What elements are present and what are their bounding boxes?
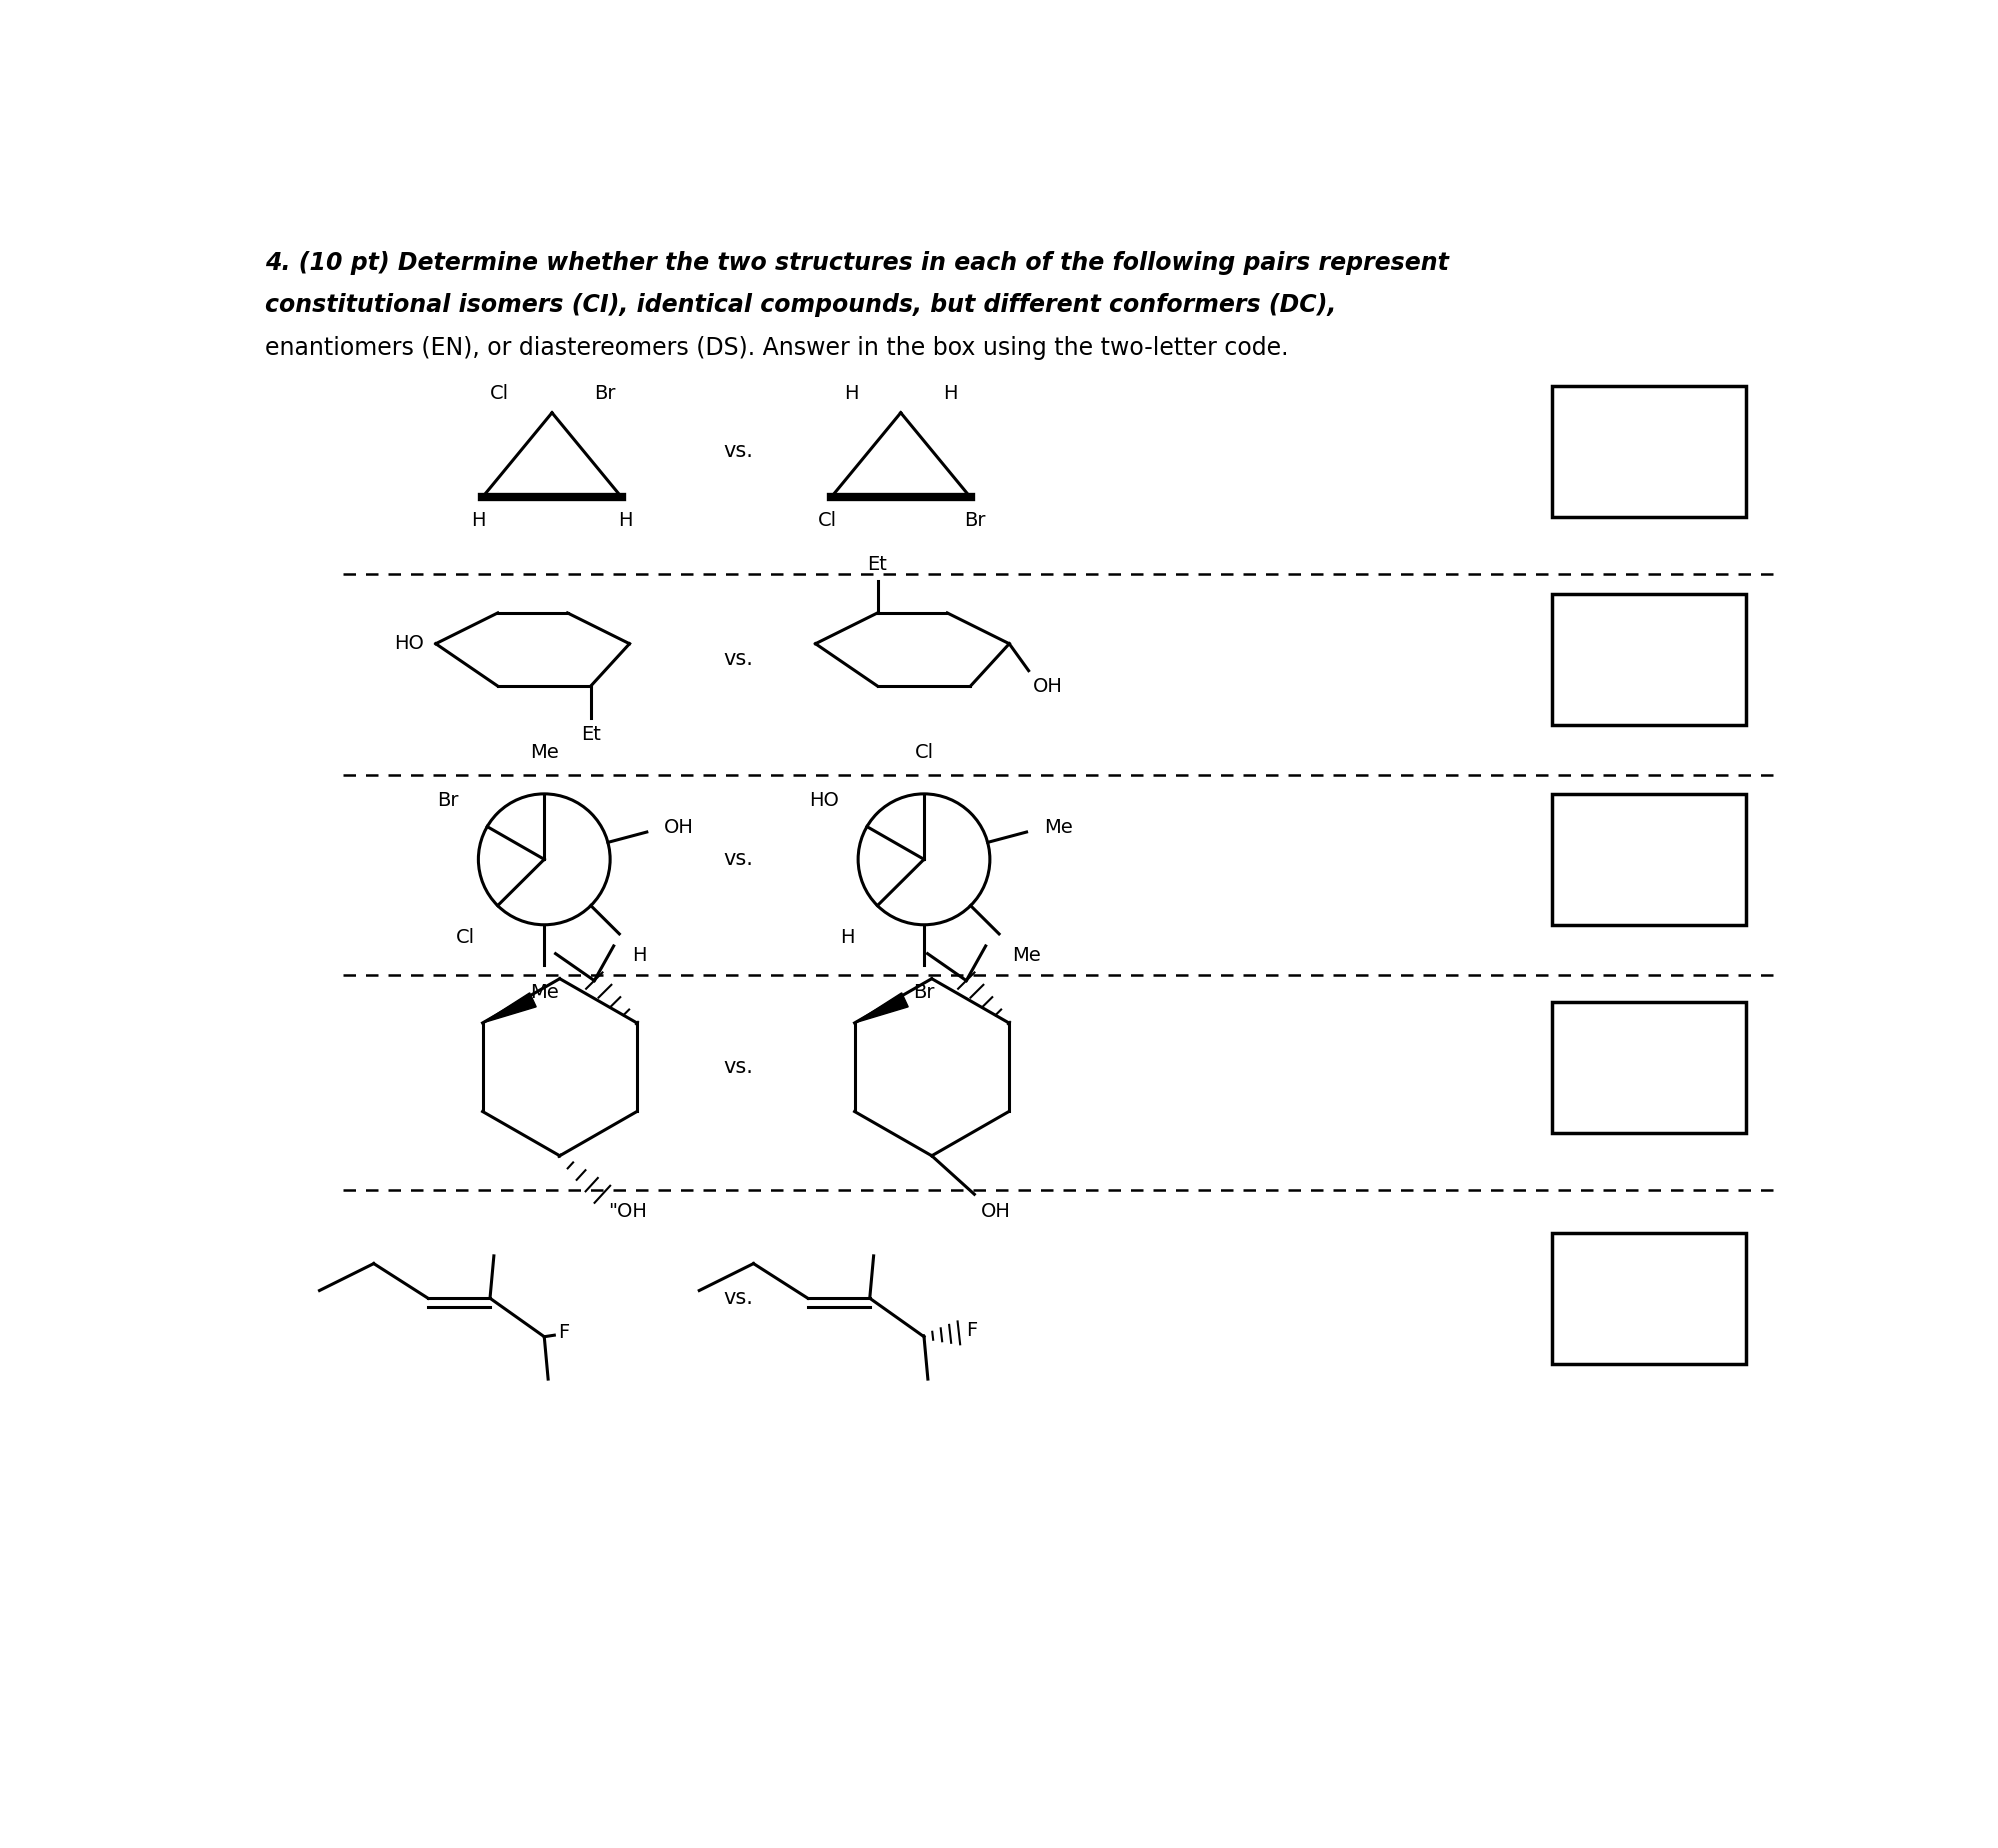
Polygon shape bbox=[855, 992, 909, 1024]
Text: vs.: vs. bbox=[723, 1057, 753, 1077]
Text: vs.: vs. bbox=[723, 442, 753, 462]
Text: Me: Me bbox=[1011, 946, 1041, 965]
Bar bbox=[1552, 1233, 1746, 1364]
Text: Cl: Cl bbox=[490, 384, 509, 403]
Text: Br: Br bbox=[438, 791, 460, 811]
Text: HO: HO bbox=[809, 791, 839, 811]
Text: enantiomers (EN), or diastereomers (DS). Answer in the box using the two-letter : enantiomers (EN), or diastereomers (DS).… bbox=[266, 336, 1289, 360]
Text: H: H bbox=[617, 512, 633, 530]
Text: vs.: vs. bbox=[723, 1288, 753, 1308]
Text: Br: Br bbox=[595, 384, 615, 403]
Text: Me: Me bbox=[529, 743, 559, 761]
Text: "OH: "OH bbox=[609, 1201, 647, 1222]
Text: Cl: Cl bbox=[456, 928, 476, 948]
Text: Et: Et bbox=[867, 556, 887, 575]
Polygon shape bbox=[484, 992, 535, 1024]
Text: OH: OH bbox=[981, 1201, 1011, 1222]
Text: constitutional isomers (CI), identical compounds, but different conformers (DC),: constitutional isomers (CI), identical c… bbox=[266, 294, 1337, 318]
Text: vs.: vs. bbox=[723, 649, 753, 669]
Bar bbox=[1552, 386, 1746, 517]
Text: H: H bbox=[839, 928, 855, 948]
Text: Cl: Cl bbox=[915, 743, 933, 761]
Text: F: F bbox=[557, 1323, 569, 1342]
Text: 4. (10 pt) Determine whether the two structures in each of the following pairs r: 4. (10 pt) Determine whether the two str… bbox=[266, 251, 1449, 275]
Text: HO: HO bbox=[394, 634, 424, 652]
Text: Et: Et bbox=[581, 724, 601, 743]
Text: H: H bbox=[943, 384, 957, 403]
Bar bbox=[1552, 1002, 1746, 1133]
Bar bbox=[1552, 795, 1746, 924]
Text: Br: Br bbox=[913, 983, 935, 1002]
Text: H: H bbox=[472, 512, 486, 530]
Text: Br: Br bbox=[963, 512, 985, 530]
Text: OH: OH bbox=[1033, 676, 1063, 697]
Text: OH: OH bbox=[663, 819, 693, 837]
Text: H: H bbox=[631, 946, 647, 965]
Text: Me: Me bbox=[1043, 819, 1073, 837]
Bar bbox=[1552, 593, 1746, 724]
Text: vs.: vs. bbox=[723, 850, 753, 869]
Text: F: F bbox=[967, 1321, 977, 1340]
Text: Me: Me bbox=[529, 983, 559, 1002]
Text: Cl: Cl bbox=[817, 512, 837, 530]
Text: H: H bbox=[843, 384, 857, 403]
